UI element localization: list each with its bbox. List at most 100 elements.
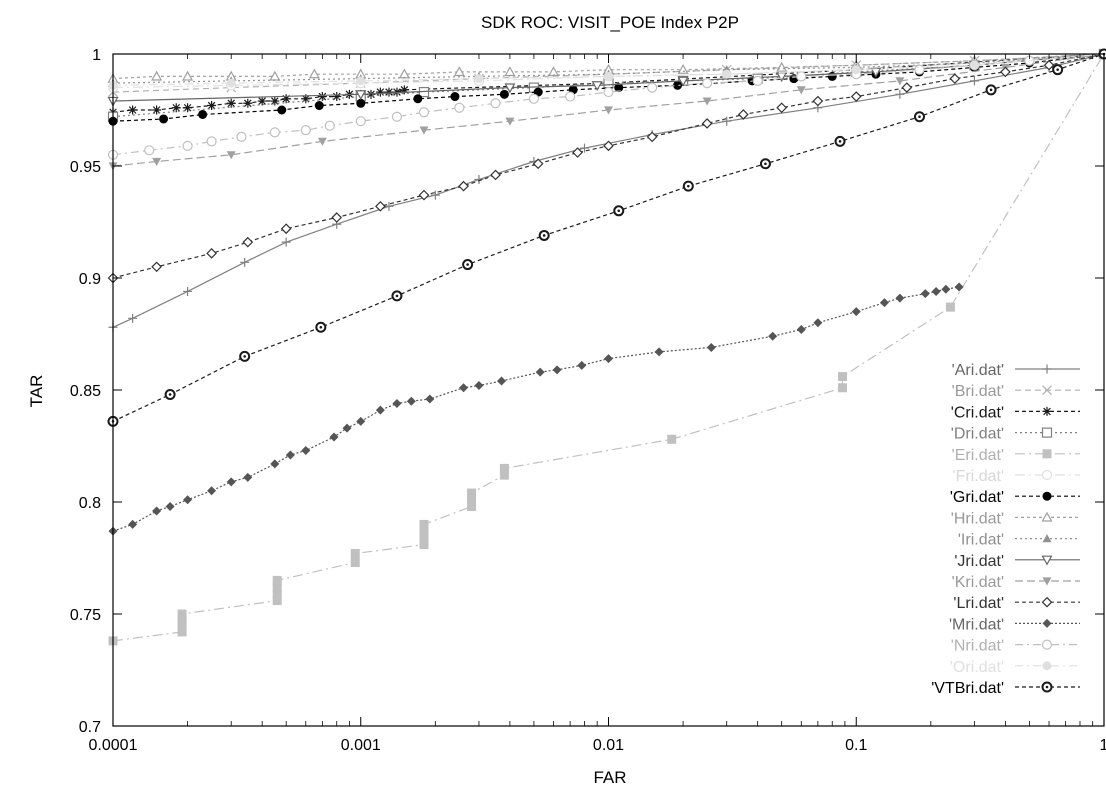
data-point (654, 347, 664, 357)
data-point (418, 189, 430, 201)
y-tick: 0.8 (79, 495, 1104, 512)
data-point (329, 432, 339, 442)
data-point (504, 83, 516, 94)
data-point (834, 135, 846, 147)
data-point (413, 94, 423, 104)
data-point (177, 609, 187, 619)
data-point (879, 298, 889, 308)
data-point (458, 180, 469, 192)
data-point (182, 140, 193, 151)
data-point (272, 582, 282, 592)
legend-entry: 'Ari.dat' (952, 362, 1080, 379)
data-point (239, 350, 251, 362)
data-point (702, 97, 712, 106)
data-point (497, 376, 507, 386)
legend-label: 'Nri.dat' (951, 638, 1004, 655)
data-point (673, 80, 683, 90)
data-point (701, 118, 713, 129)
data-point (177, 616, 187, 626)
y-tick-label: 0.9 (79, 271, 101, 288)
data-point (954, 282, 964, 292)
data-point (604, 106, 613, 115)
data-point (851, 307, 861, 317)
legend-marker (1041, 639, 1053, 650)
legend-marker (1041, 596, 1053, 608)
legend-entry: 'Lri.dat' (953, 595, 1080, 612)
data-point (462, 259, 474, 271)
legend-label: 'Ari.dat' (952, 362, 1004, 379)
y-tick: 0.85 (70, 383, 1104, 400)
data-point (450, 92, 460, 102)
legend-label: 'Lri.dat' (953, 595, 1004, 612)
data-point (159, 114, 169, 124)
data-point (913, 111, 925, 123)
data-point (722, 116, 732, 126)
data-point (969, 76, 979, 86)
y-tick: 0.7 (79, 719, 1104, 736)
data-point (226, 477, 236, 487)
legend-entry: 'VTBri.dat' (931, 680, 1080, 697)
data-point (603, 140, 614, 152)
data-point (737, 109, 749, 120)
series-10 (108, 50, 1106, 171)
data-point (375, 405, 385, 415)
data-point (317, 92, 327, 102)
data-point (183, 103, 193, 113)
x-tick-label: 0.001 (341, 737, 381, 754)
data-point (419, 533, 429, 543)
data-point (552, 365, 562, 375)
data-point (706, 342, 716, 352)
data-point (931, 286, 941, 296)
series-line (112, 53, 1105, 80)
data-point (236, 131, 247, 142)
data-point (308, 68, 320, 79)
data-point (317, 137, 327, 146)
data-point (467, 495, 477, 505)
series-line (112, 53, 1105, 328)
x-axis-label: FAR (593, 768, 626, 787)
data-point (226, 78, 236, 88)
data-point (850, 91, 862, 102)
legend-marker (1041, 469, 1053, 481)
data-point (152, 105, 162, 115)
data-point (355, 90, 367, 101)
data-point (240, 257, 250, 267)
data-point (579, 143, 589, 153)
data-point (314, 101, 324, 111)
data-point (796, 325, 806, 335)
data-point (281, 237, 291, 247)
data-point (851, 65, 861, 75)
y-tick-label: 1 (92, 47, 101, 64)
data-point (375, 87, 385, 97)
legend: 'Ari.dat' 'Bri.dat' 'Cri.dat' 'Dri.dat' 'Eri… (931, 362, 1080, 697)
data-point (301, 445, 311, 455)
data-point (183, 286, 193, 296)
data-point (430, 190, 440, 200)
data-point (776, 102, 788, 114)
data-point (206, 136, 217, 147)
data-point (350, 557, 360, 567)
data-point (384, 87, 394, 97)
data-point (151, 261, 162, 273)
data-point (1043, 59, 1055, 71)
legend-marker (1041, 555, 1053, 566)
legend-label: 'Gri.dat' (950, 489, 1004, 506)
data-point (538, 229, 550, 241)
legend-label: 'VTBri.dat' (931, 680, 1004, 697)
legend-entry: 'Ori.dat' (950, 659, 1080, 676)
data-point (895, 89, 905, 99)
data-point (837, 383, 847, 393)
data-point (949, 73, 961, 84)
data-point (474, 174, 484, 184)
y-tick-label: 0.75 (70, 607, 101, 624)
data-point (499, 470, 509, 480)
legend-marker (1042, 385, 1052, 396)
x-tick: 0.01 (593, 54, 624, 754)
legend-marker (1041, 511, 1053, 522)
data-point (128, 313, 138, 323)
data-point (226, 151, 236, 160)
x-tick-label: 0.1 (845, 737, 867, 754)
data-point (528, 93, 540, 104)
legend-entry: 'Mri.dat' (949, 616, 1080, 633)
y-axis-label: TAR (27, 375, 46, 408)
